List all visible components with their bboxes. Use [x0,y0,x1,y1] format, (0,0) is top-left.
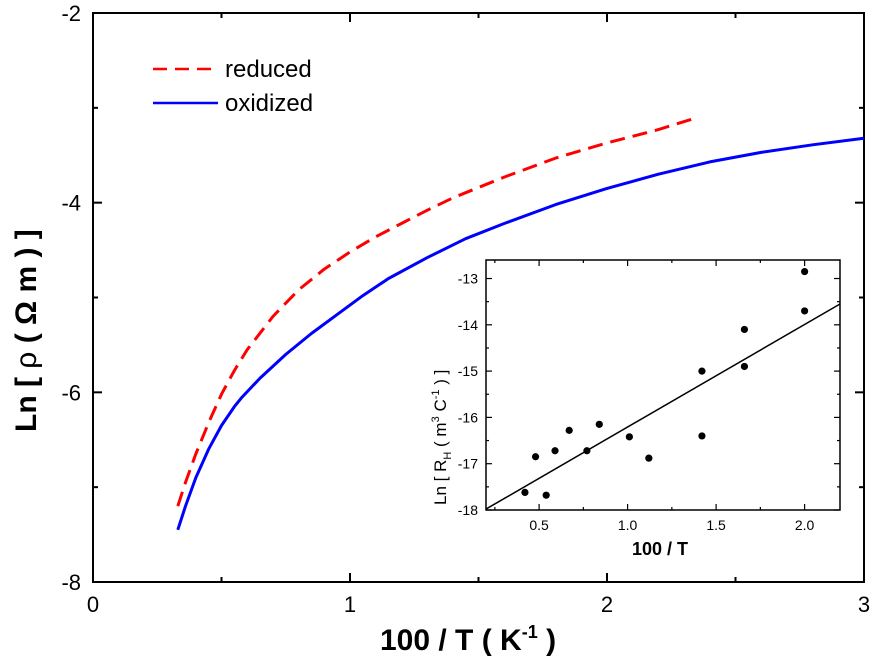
inset-data-point [583,447,591,455]
inset-y-tick-label: -16 [458,409,478,425]
inset-data-point [521,488,529,497]
y-tick-label: -2 [61,1,81,26]
main-series-group [176,117,865,531]
inset-data-point [625,433,633,441]
legend-label-reduced: reduced [225,56,312,83]
inset-data-point [551,447,559,455]
inset-data-point [595,420,603,428]
inset-data-point [698,432,706,440]
inset-x-axis-title: 100 / T [632,539,688,559]
inset-data-point [740,362,749,371]
series-line-reduced [176,117,693,507]
inset-x-tick-label: 1.5 [706,517,726,533]
inset-y-tick-label: -14 [458,317,478,333]
x-tick-label: 3 [858,592,870,617]
inset-axis-ticks: 0.5 1.0 1.5 2.0 -18 -17 -16 -15 -14 -13 [458,260,840,533]
inset-series-group [485,267,841,510]
inset-data-point [801,267,809,276]
inset-data-point [542,491,550,499]
x-tick-label: 2 [601,592,613,617]
inset-data-point [698,367,706,375]
x-tick-label: 1 [344,592,356,617]
inset-x-tick-label: 1.0 [618,517,638,533]
x-tick-label: 0 [87,592,99,617]
y-tick-label: -8 [61,570,81,595]
y-axis-title: Ln [ ρ ( Ω m ) ] [10,229,43,432]
inset-data-point [740,325,749,334]
inset-data-point [645,454,653,462]
y-tick-label: -6 [61,380,81,405]
inset-data-point [801,307,809,315]
inset-x-tick-label: 0.5 [529,517,549,533]
inset-y-tick-label: -13 [458,271,478,287]
x-axis-title: 100 / T ( K-1 ) [380,622,556,657]
series-line-oxidized [176,136,865,531]
legend-label-oxidized: oxidized [225,90,313,117]
inset-y-tick-label: -15 [458,363,478,379]
inset-plot-frame [485,259,841,511]
inset-data-point [531,453,540,461]
inset-y-tick-label: -17 [458,456,478,472]
y-tick-label: -4 [61,191,81,216]
main-axis-ticks: 0 1 2 3 -8 -6 -4 -2 [61,1,870,617]
inset-data-point [565,426,573,434]
legend: reduced oxidized [153,56,313,117]
inset-x-tick-label: 2.0 [795,517,815,533]
inset-fit-line [485,303,841,510]
inset-y-axis-title: Ln [ RH ( m3 C-1 ) ] [430,370,454,505]
inset-y-tick-label: -18 [458,502,478,518]
